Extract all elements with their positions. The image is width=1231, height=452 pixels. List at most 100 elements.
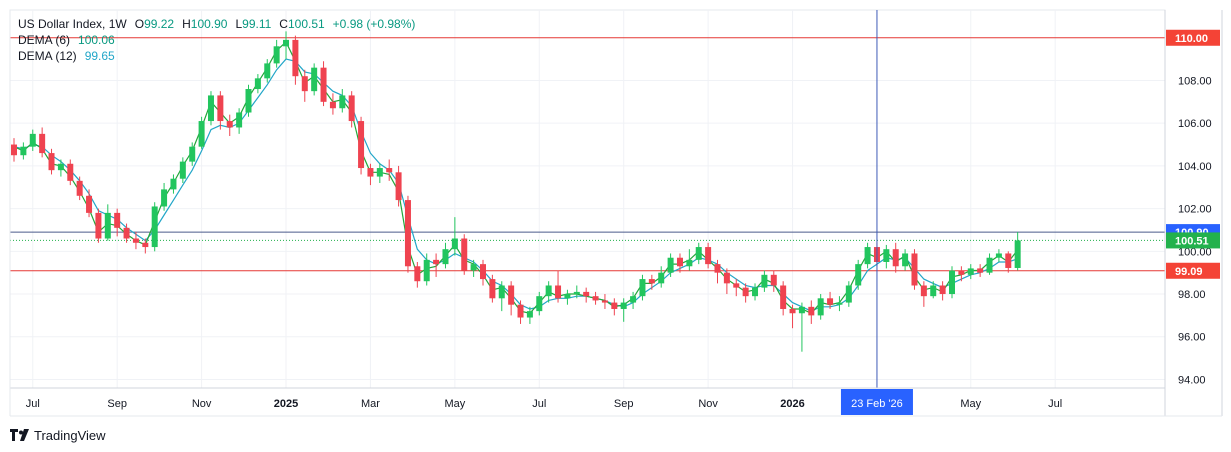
close-label: C: [279, 17, 288, 31]
x-tick-label: May: [444, 398, 465, 410]
candle-body: [517, 304, 524, 318]
candle-body: [236, 112, 243, 128]
candle-body: [583, 291, 590, 297]
candle-body: [723, 272, 730, 284]
candle-body: [273, 46, 280, 64]
candle-body: [442, 249, 449, 265]
x-tick-label: Sep: [107, 398, 127, 410]
candle: [329, 93, 336, 115]
candle: [198, 116, 205, 149]
x-tick-label: Jul: [1048, 398, 1062, 410]
dema6-value: 100.06: [78, 33, 115, 47]
x-tick-label: Nov: [192, 398, 212, 410]
candle: [76, 176, 83, 201]
candle-body: [939, 285, 946, 295]
candle-body: [461, 238, 468, 271]
crosshair-date-box: [840, 389, 913, 415]
candle-body: [339, 95, 346, 109]
candle-body: [742, 287, 749, 297]
interval[interactable]: 1W: [108, 17, 127, 31]
candle-body: [592, 296, 599, 301]
candle: [892, 242, 899, 273]
dema12-row[interactable]: DEMA (12) 99.65: [18, 49, 415, 65]
dema6-label: DEMA (6): [18, 33, 71, 47]
candle: [995, 249, 1002, 262]
x-tick-label: May: [960, 398, 981, 410]
candle-body: [161, 189, 168, 207]
candle-body: [667, 257, 674, 273]
tradingview-logo[interactable]: TradingView: [10, 427, 106, 443]
candle-body: [358, 121, 365, 169]
dema6-row[interactable]: DEMA (6) 100.06: [18, 33, 415, 49]
candle-body: [573, 291, 580, 295]
change-value: +0.98 (+0.98%): [332, 17, 416, 31]
candle: [817, 294, 824, 320]
candle: [489, 274, 496, 303]
candle: [283, 31, 290, 60]
candle-body: [451, 238, 458, 250]
candle: [676, 253, 683, 273]
candle: [48, 148, 55, 175]
price-label: 99.09: [1175, 266, 1203, 278]
x-tick-label: Nov: [698, 398, 718, 410]
candle: [461, 234, 468, 275]
dema-lines: [13, 41, 1019, 315]
candle: [39, 127, 46, 158]
candle: [1014, 232, 1021, 271]
candle: [958, 266, 965, 282]
candle: [555, 270, 562, 303]
symbol-name[interactable]: US Dollar Index: [18, 17, 103, 31]
candle: [630, 291, 637, 309]
candle: [930, 281, 937, 299]
high-label: H: [182, 17, 191, 31]
candle-body: [733, 283, 740, 288]
x-tick-label: Jul: [532, 398, 546, 410]
candle: [104, 204, 111, 241]
candle-body: [789, 308, 796, 314]
candle: [480, 259, 486, 286]
candle: [498, 281, 505, 312]
candle: [273, 39, 280, 68]
candle: [151, 202, 158, 252]
candle: [386, 159, 393, 181]
y-tick-label: 96.00: [1178, 332, 1206, 344]
candle-body: [414, 266, 421, 282]
candle: [358, 116, 365, 175]
candle-body: [601, 300, 608, 303]
candle-body: [977, 268, 984, 273]
candle: [245, 84, 252, 117]
price-label: 110.00: [1175, 33, 1208, 45]
candle: [667, 253, 674, 277]
candle-body: [104, 212, 111, 239]
candle: [29, 129, 36, 151]
candle-body: [367, 168, 374, 177]
chart-axes: 94.00 96.00 98.00 100.00 102.00 104.00 106.00 1…: [9, 10, 1223, 417]
candle: [911, 249, 918, 290]
candle: [423, 253, 430, 286]
x-tick-label: Mar: [361, 398, 380, 410]
candle: [292, 35, 299, 85]
candle: [845, 281, 852, 307]
candle-body: [301, 76, 308, 92]
candle-body: [217, 95, 224, 122]
candle: [86, 189, 93, 218]
chart-legend: US Dollar Index, 1W O99.22 H100.90 L99.11 C1…: [18, 17, 415, 65]
candle: [639, 274, 646, 301]
crosshair: 23 Feb '26: [840, 10, 913, 415]
x-tick-label: 2025: [274, 398, 298, 410]
candle: [114, 208, 121, 237]
candle-body: [226, 121, 233, 128]
candle: [142, 238, 149, 254]
candle-body: [264, 63, 271, 79]
candle: [611, 298, 618, 316]
dema12-value: 99.65: [84, 49, 115, 63]
candle-body: [189, 146, 196, 162]
candle: [433, 253, 440, 277]
dema-6-line: [13, 41, 1019, 315]
price-level-lines: [10, 37, 1165, 272]
tradingview-icon: [10, 429, 29, 441]
candle-body: [132, 238, 139, 243]
candle-body: [142, 242, 149, 248]
